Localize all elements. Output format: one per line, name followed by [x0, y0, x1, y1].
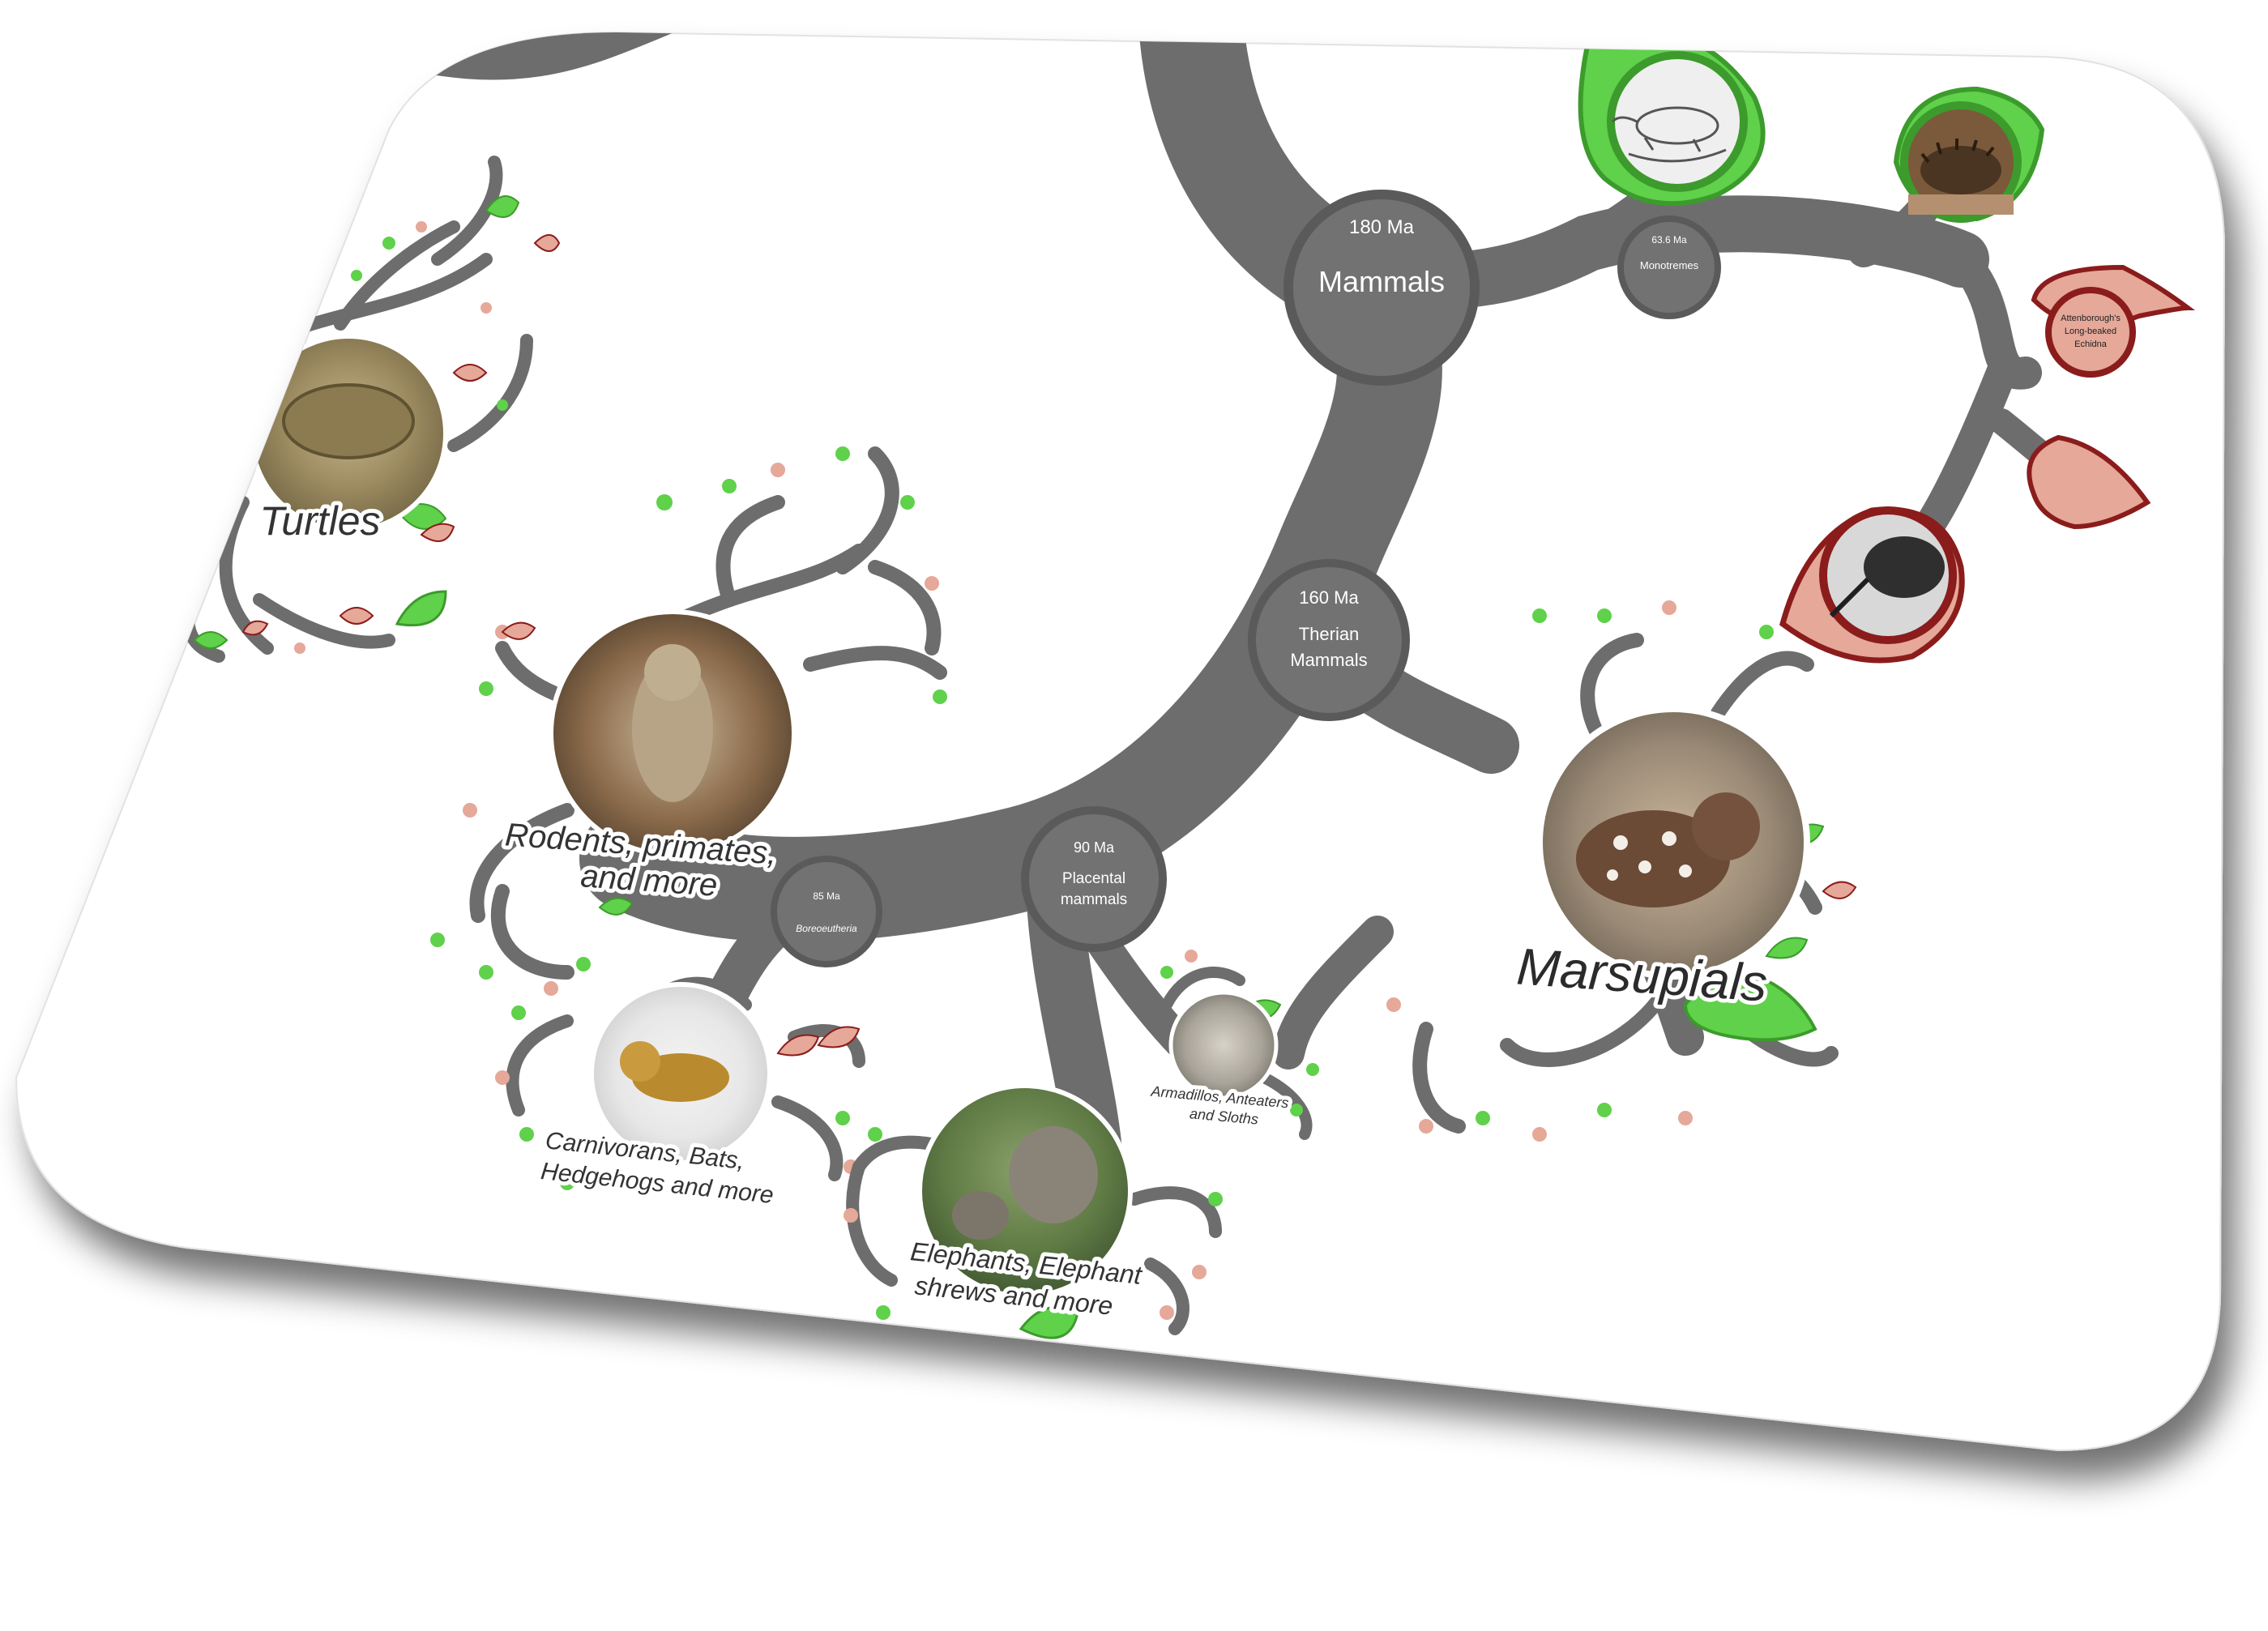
node-title: Boreoeutheria: [796, 923, 857, 934]
node-title-line1: Therian: [1299, 624, 1360, 644]
node-title-line2: mammals: [1061, 891, 1127, 908]
node-title-line2: Mammals: [1290, 650, 1367, 670]
node-title: Mammals: [1318, 265, 1445, 298]
marsupials-subtree: [1412, 633, 1839, 1134]
clade-carnivorans[interactable]: Carnivorans, Bats, Hedgehogs and more: [495, 976, 865, 1213]
clade-rodents-primates[interactable]: Rodents, primates, and more: [430, 446, 947, 996]
node-boreoeutheria[interactable]: 85 Ma Boreoeutheria: [771, 856, 882, 967]
turtle-shell-shape: [282, 383, 415, 459]
leaf-label-line1: Attenborough's: [2061, 314, 2121, 323]
leaf-attenboroughs-echidna[interactable]: Attenborough's Long-beaked Echidna: [2031, 264, 2195, 378]
quoll-body-shape: [1576, 810, 1730, 907]
leaf-red-small[interactable]: [2027, 434, 2151, 530]
node-age: 160 Ma: [1299, 587, 1359, 608]
node-monotremes[interactable]: 63.6 Ma Monotremes: [1617, 216, 1721, 319]
leaf-label-line3: Echidna: [2074, 339, 2108, 349]
rodent-head-shape: [644, 644, 701, 701]
leaf-echidna-green[interactable]: [1893, 86, 2045, 223]
rodents-leaves: [430, 446, 947, 996]
node-title: Monotremes: [1640, 259, 1699, 271]
clade-turtles[interactable]: Turtles: [182, 156, 561, 663]
clade-armadillos[interactable]: Armadillos, Anteaters and Sloths: [1146, 950, 1319, 1140]
node-age: 63.6 Ma: [1651, 234, 1687, 246]
elephant-calf-shape: [952, 1191, 1009, 1240]
echidna-sketch-icon: [1829, 536, 1945, 618]
node-mammals[interactable]: 180 Ma Mammals: [1283, 190, 1480, 386]
elephants-leaves: [844, 1127, 1223, 1339]
echidna-photo-icon: [1908, 139, 2014, 215]
quoll-head-shape: [1692, 792, 1760, 860]
node-age: 90 Ma: [1074, 839, 1115, 856]
carnivorans-leaves: [495, 1005, 861, 1190]
marten-head-shape: [620, 1041, 660, 1082]
elephant-body-shape: [1009, 1126, 1098, 1223]
leaf-platypus[interactable]: [1578, 23, 1766, 207]
leaf-long-beaked-echidna[interactable]: [1779, 506, 1965, 664]
tilted-card: [15, 31, 2226, 1452]
armadillo-photo-icon: [1168, 990, 1279, 1100]
quoll-spots: [1607, 831, 1692, 881]
turtles-leaves: [193, 195, 561, 654]
leaf-label-line2: Long-beaked: [2065, 327, 2116, 336]
node-placental-mammals[interactable]: 90 Ma Placental mammals: [1021, 806, 1167, 952]
node-title-line1: Placental: [1062, 870, 1125, 887]
platypus-sketch-icon: [1611, 106, 1727, 163]
rodent-body-shape: [632, 656, 713, 802]
node-age: 180 Ma: [1349, 216, 1415, 238]
marsupials-leaves: [1386, 600, 1857, 1142]
clade-label: Turtles: [259, 498, 380, 544]
node-age: 85 Ma: [813, 890, 840, 902]
node-therian-mammals[interactable]: 160 Ma Therian Mammals: [1248, 559, 1410, 721]
